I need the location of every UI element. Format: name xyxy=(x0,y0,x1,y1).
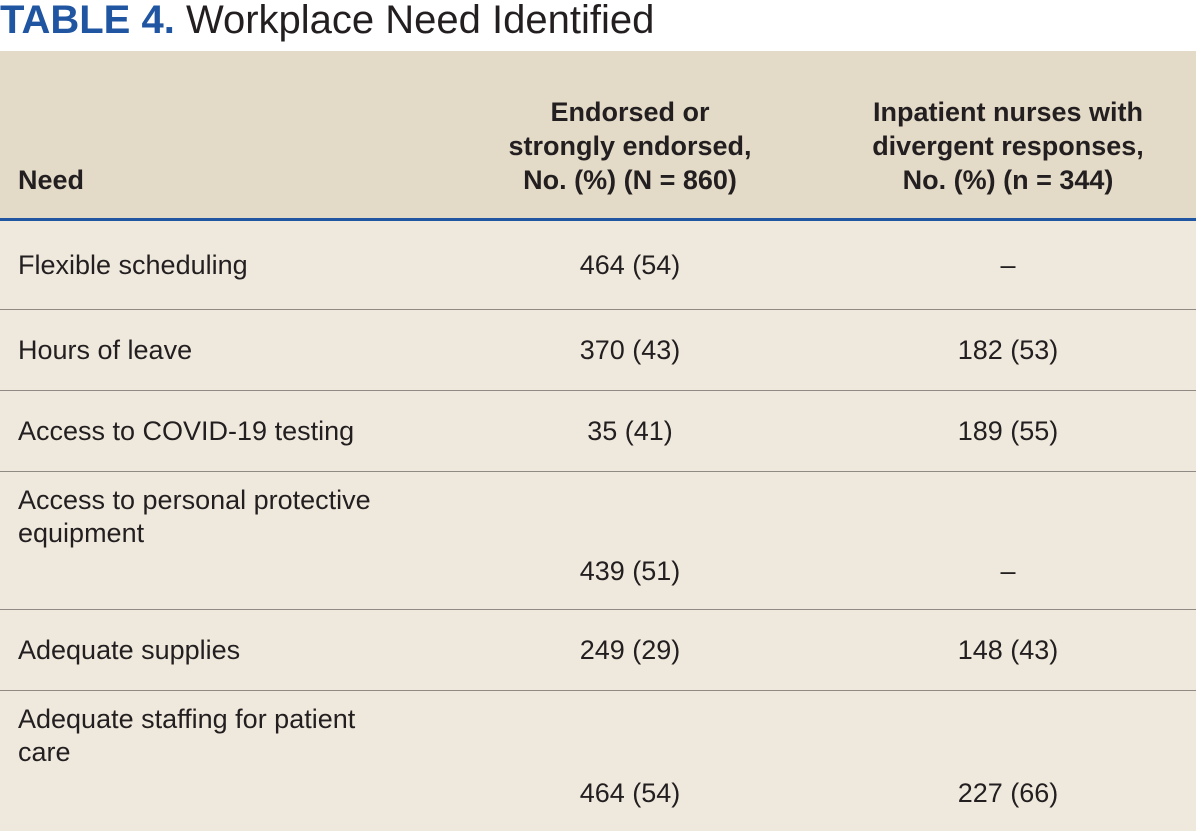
inpatient-cell: 148 (43) xyxy=(820,610,1196,691)
column-header-endorsed: Endorsed or strongly endorsed, No. (%) (… xyxy=(440,51,820,220)
endorsed-cell: 439 (51) xyxy=(440,472,820,610)
header-line: No. (%) (N = 860) xyxy=(523,165,737,195)
table-row: Adequate supplies 249 (29) 148 (43) xyxy=(0,610,1196,691)
column-header-need: Need xyxy=(0,51,440,220)
need-cell: Hours of leave xyxy=(0,310,440,391)
endorsed-cell: 464 (54) xyxy=(440,691,820,831)
header-line: No. (%) (n = 344) xyxy=(903,165,1114,195)
inpatient-cell: – xyxy=(820,220,1196,310)
table-number: TABLE 4. xyxy=(0,0,175,42)
table-row: Flexible scheduling 464 (54) – xyxy=(0,220,1196,310)
endorsed-cell: 35 (41) xyxy=(440,391,820,472)
endorsed-cell: 464 (54) xyxy=(440,220,820,310)
need-cell: Access to COVID-19 testing xyxy=(0,391,440,472)
table-row: Access to COVID-19 testing 35 (41) 189 (… xyxy=(0,391,1196,472)
column-header-inpatient: Inpatient nurses with divergent response… xyxy=(820,51,1196,220)
table-row: Hours of leave 370 (43) 182 (53) xyxy=(0,310,1196,391)
endorsed-cell: 370 (43) xyxy=(440,310,820,391)
workplace-need-table: Need Endorsed or strongly endorsed, No. … xyxy=(0,51,1196,831)
header-row: Need Endorsed or strongly endorsed, No. … xyxy=(0,51,1196,220)
header-line: Inpatient nurses with xyxy=(873,97,1143,127)
inpatient-cell: 189 (55) xyxy=(820,391,1196,472)
table-caption: Workplace Need Identified xyxy=(186,0,654,42)
table-title: TABLE 4. Workplace Need Identified xyxy=(0,0,654,48)
header-line: strongly endorsed, xyxy=(508,131,751,161)
need-cell: Flexible scheduling xyxy=(0,220,440,310)
header-line: divergent responses, xyxy=(872,131,1144,161)
inpatient-cell: – xyxy=(820,472,1196,610)
inpatient-cell: 182 (53) xyxy=(820,310,1196,391)
endorsed-cell: 249 (29) xyxy=(440,610,820,691)
need-cell: Adequate supplies xyxy=(0,610,440,691)
inpatient-cell: 227 (66) xyxy=(820,691,1196,831)
header-line: Endorsed or xyxy=(550,97,709,127)
